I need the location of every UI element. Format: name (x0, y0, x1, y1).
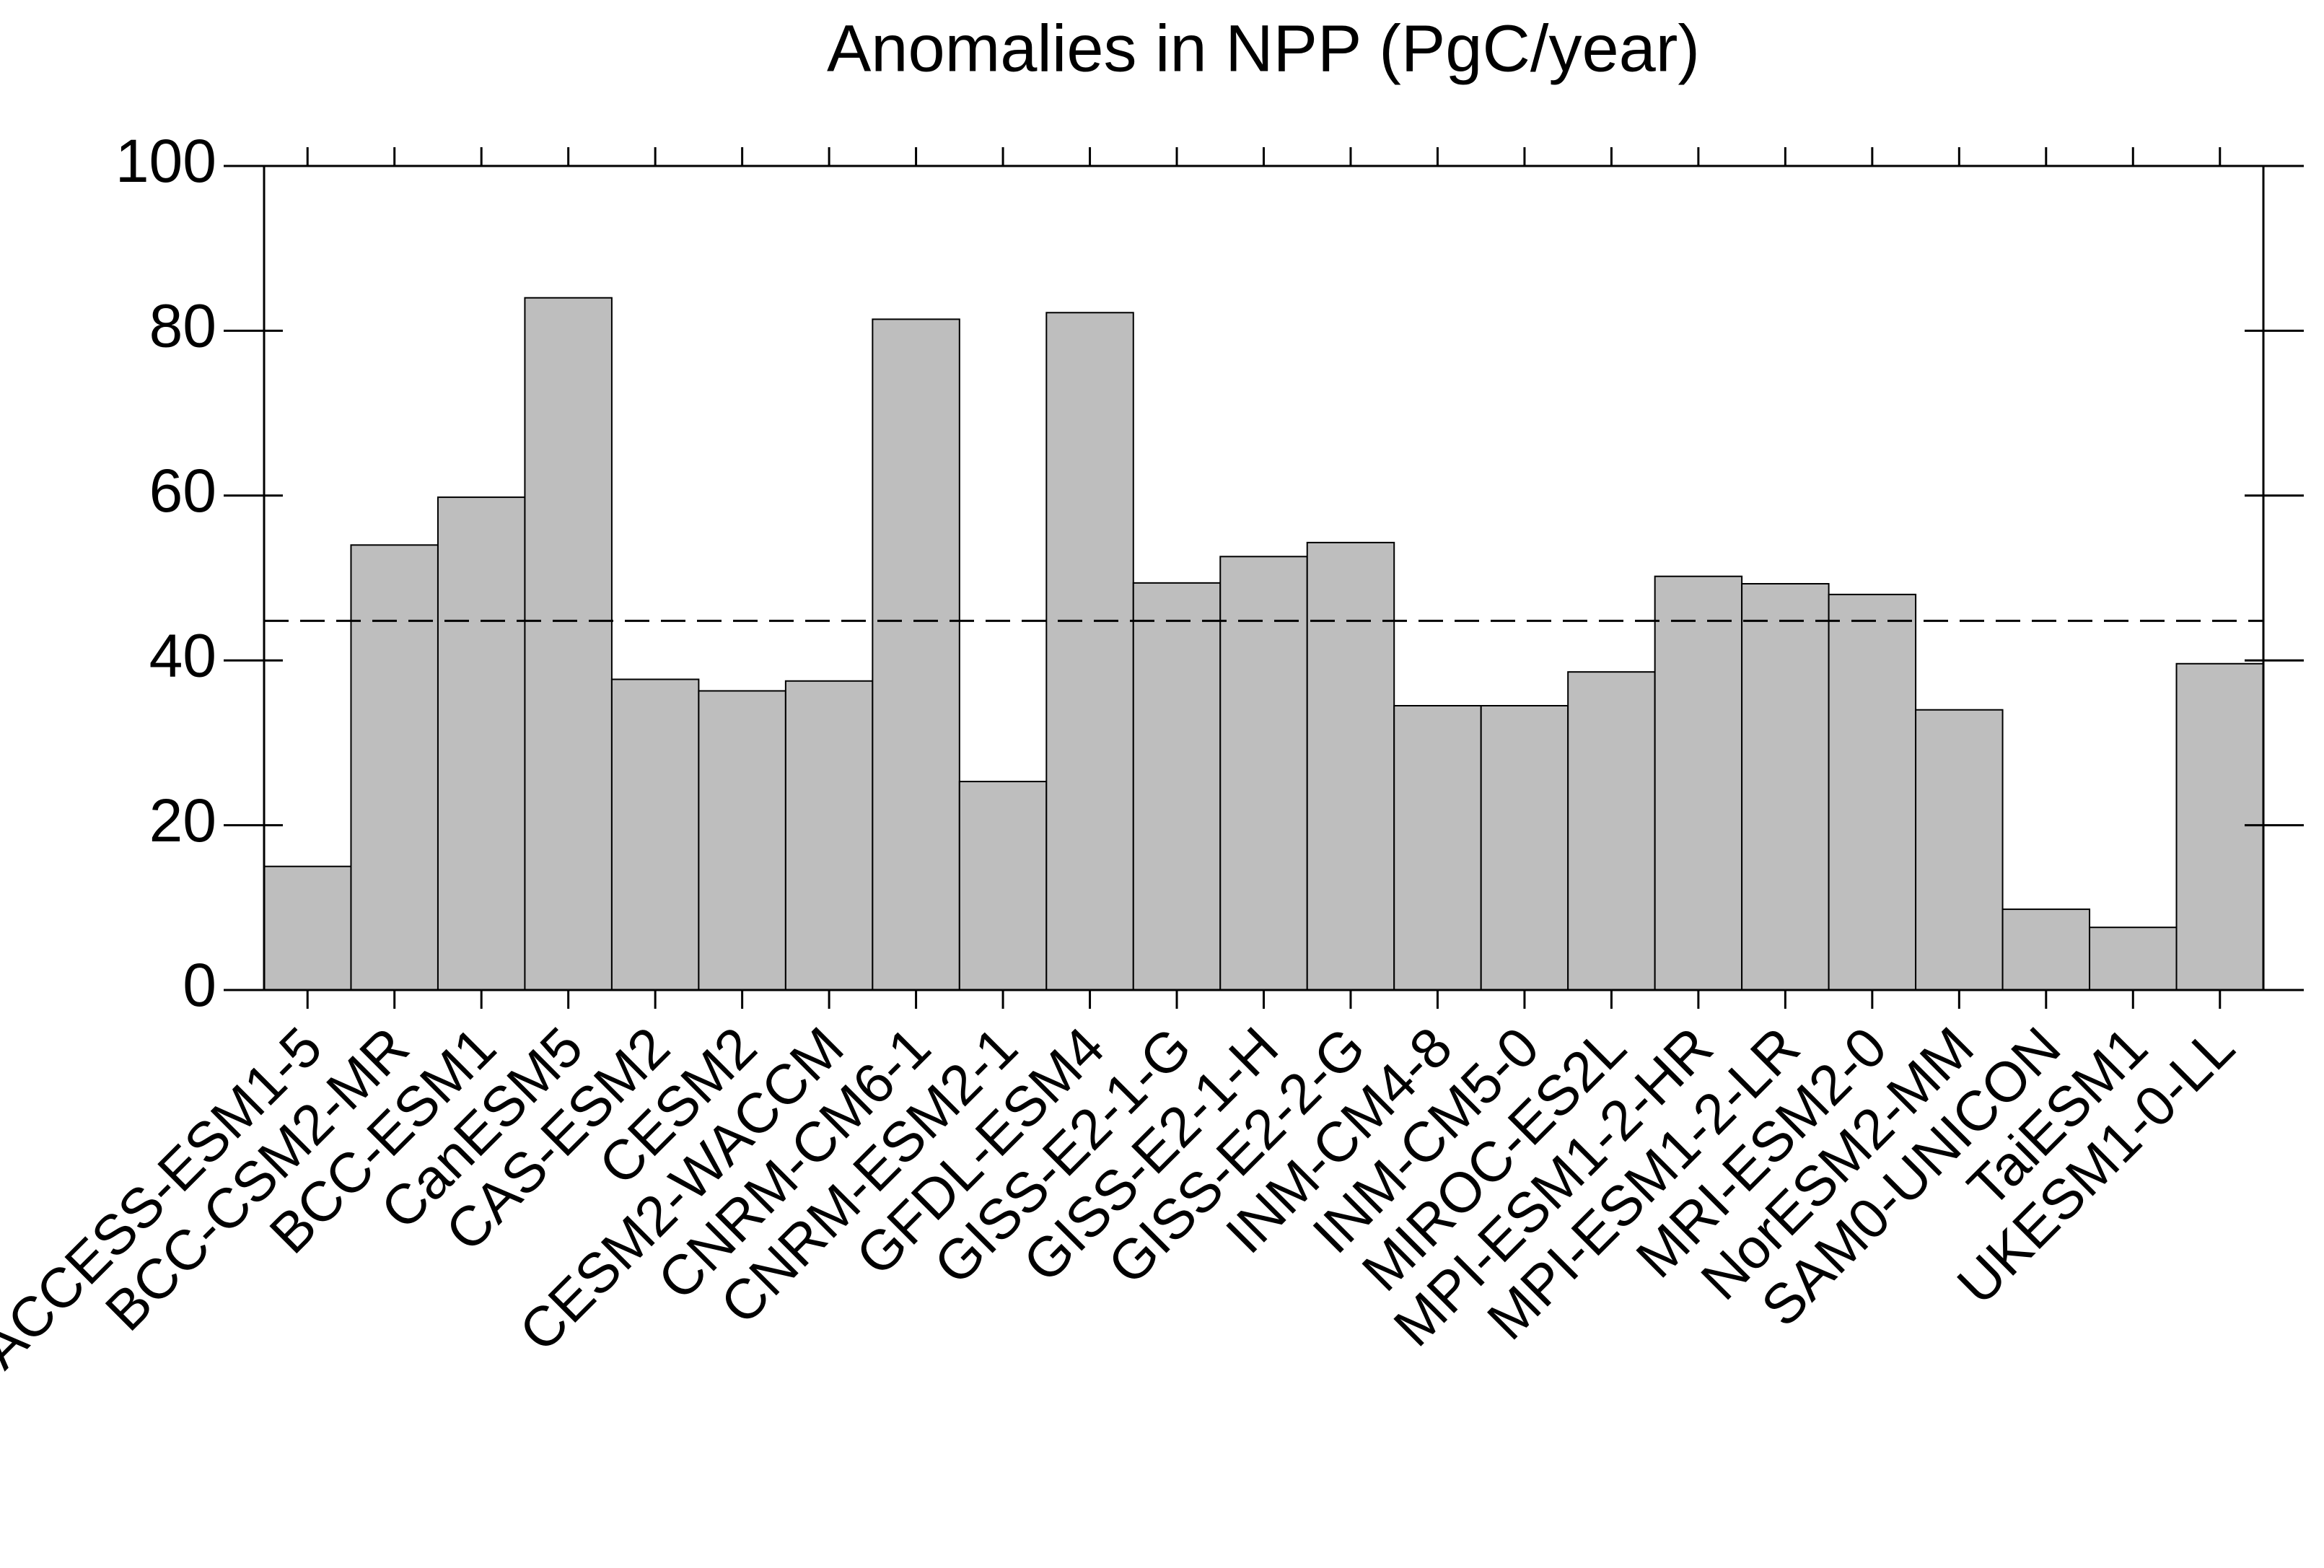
y-tick-label: 100 (115, 127, 216, 195)
bar (1915, 709, 2004, 991)
chart-title: Anomalies in NPP (PgC/year) (827, 12, 1700, 85)
bar (2001, 908, 2091, 991)
bar (784, 680, 874, 991)
plot-frame (263, 165, 2265, 991)
y-tick-label: 80 (149, 292, 216, 360)
bar (2175, 662, 2264, 991)
bar (1654, 575, 1743, 991)
y-tick-label: 60 (149, 457, 216, 525)
bar (872, 318, 960, 991)
bar (958, 781, 1048, 991)
y-tick-label: 20 (149, 787, 216, 854)
bar (263, 865, 352, 991)
bar (1828, 593, 1917, 991)
bar (350, 544, 439, 991)
bar (1480, 705, 1569, 991)
bar (1741, 582, 1830, 991)
bar (1219, 556, 1308, 991)
bar (1306, 541, 1395, 991)
y-tick-label: 40 (149, 621, 216, 689)
bar (1393, 705, 1482, 991)
y-tick-label: 0 (183, 951, 216, 1019)
bar (698, 690, 786, 991)
bar (524, 297, 613, 991)
bar (2089, 927, 2178, 991)
bar (610, 678, 700, 991)
bar (1045, 312, 1134, 991)
bar (1567, 671, 1656, 991)
bar (1132, 582, 1222, 991)
bar (437, 496, 526, 991)
